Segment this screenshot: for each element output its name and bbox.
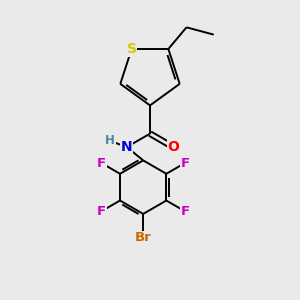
Text: O: O bbox=[167, 140, 179, 154]
Text: S: S bbox=[127, 42, 137, 56]
Text: F: F bbox=[97, 157, 106, 169]
Text: F: F bbox=[180, 157, 189, 169]
Text: N: N bbox=[121, 140, 133, 154]
Text: H: H bbox=[105, 134, 115, 147]
Text: F: F bbox=[180, 205, 189, 218]
Text: F: F bbox=[97, 205, 106, 218]
Text: Br: Br bbox=[135, 231, 152, 244]
